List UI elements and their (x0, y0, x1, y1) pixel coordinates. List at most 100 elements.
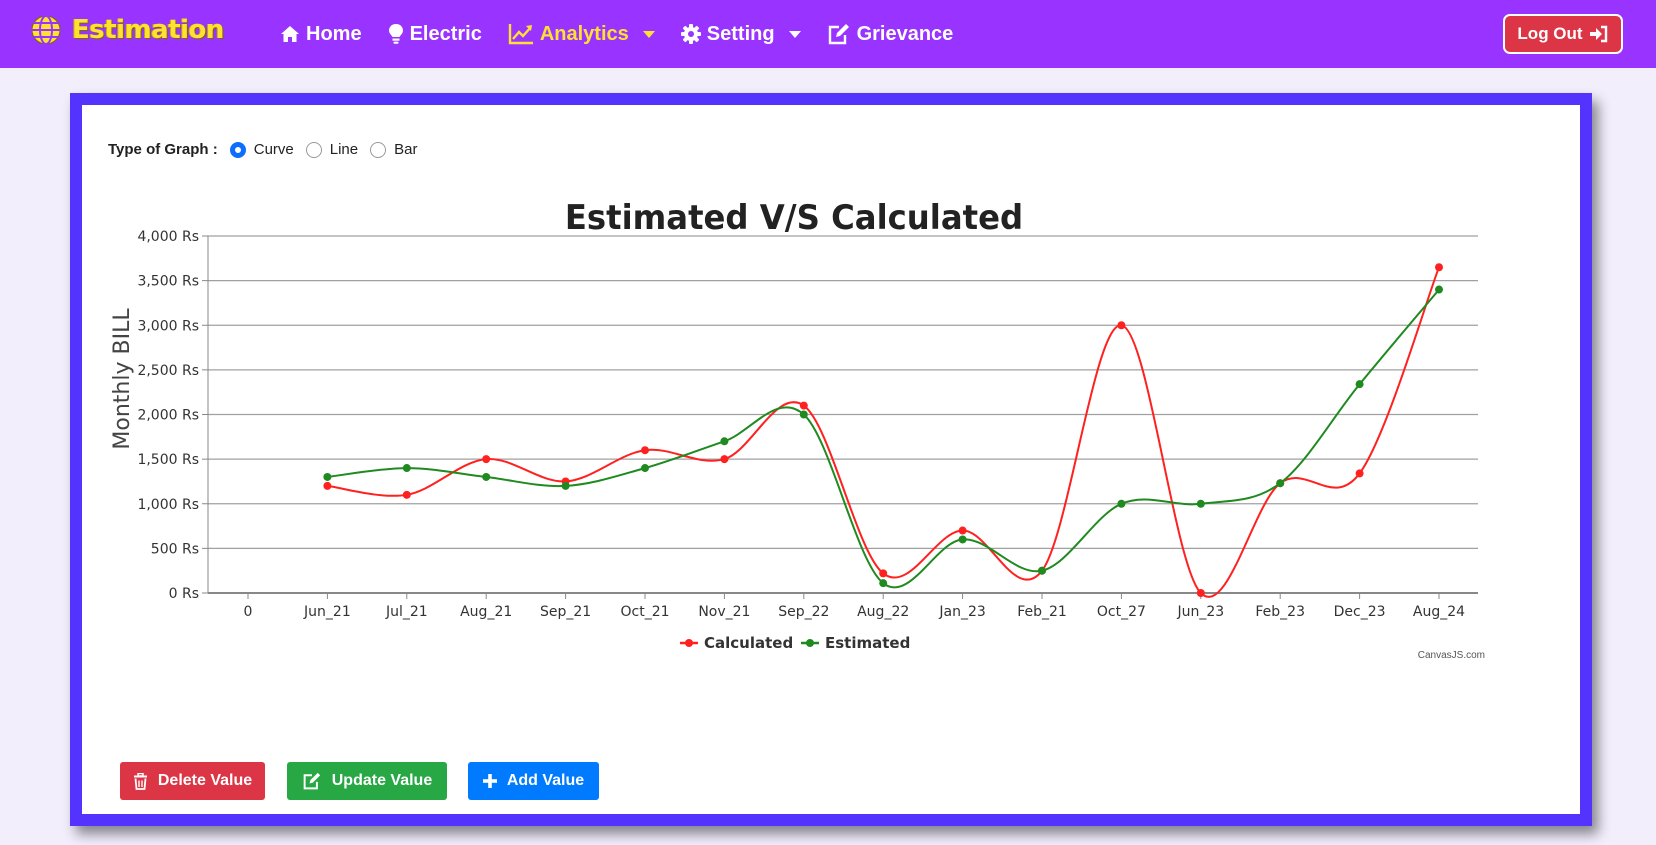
nav-analytics-label: Analytics (539, 22, 629, 45)
estimated-data-point[interactable] (720, 437, 729, 446)
grid-lines (208, 235, 1478, 549)
y-axis-title: Monthly BILL (110, 308, 135, 450)
estimated-data-point[interactable] (323, 472, 332, 481)
x-tick-label: Jun_23 (1176, 604, 1224, 620)
nav-setting[interactable]: Setting (680, 22, 801, 46)
estimated-legend-label[interactable]: Estimated (825, 634, 910, 652)
estimated-data-point[interactable] (1435, 285, 1443, 294)
x-tick-label: Oct_27 (1097, 604, 1146, 620)
x-tick-labels: 0 Jun_21 Jul_21 Aug_21 Sep_21 Oct_21 Nov_21 Sep… (244, 593, 1465, 620)
estimated-data-point[interactable] (799, 410, 808, 419)
estimated-data-point[interactable] (641, 464, 649, 473)
x-tick-label: Jan_23 (938, 604, 985, 620)
nav-analytics[interactable]: Analytics (508, 23, 655, 46)
gear-icon (680, 24, 701, 44)
graph-type-selector: Type of Graph : Curve Line Bar (108, 141, 429, 158)
calculated-data-point[interactable] (720, 455, 729, 464)
globe-icon (31, 15, 61, 45)
calculated-data-point[interactable] (482, 455, 491, 464)
chevron-down-icon (788, 30, 801, 38)
edit-icon (828, 24, 849, 45)
estimated-data-point[interactable] (1196, 499, 1205, 508)
radio-bar[interactable]: Bar (370, 141, 417, 158)
delete-value-label: Delete Value (157, 772, 253, 789)
x-tick-label: Aug_22 (857, 604, 909, 620)
calculated-data-point[interactable] (799, 401, 808, 410)
calculated-data-point[interactable] (323, 481, 332, 490)
add-value-label: Add Value (506, 772, 585, 789)
x-tick-label: Dec_23 (1334, 604, 1386, 620)
chart-credit[interactable]: CanvasJS.com (1418, 650, 1485, 661)
estimated-data-point[interactable] (1276, 479, 1285, 488)
calculated-data-point[interactable] (879, 569, 888, 578)
chart-card: Type of Graph : Curve Line Bar Estimated… (82, 105, 1580, 814)
calculated-series-line (327, 266, 1440, 598)
brand[interactable]: Estimation (30, 14, 224, 46)
logout-button[interactable]: Log Out (1503, 14, 1623, 54)
add-value-button[interactable]: Add Value (468, 762, 599, 800)
calculated-data-point[interactable] (641, 446, 649, 455)
update-value-button[interactable]: Update Value (287, 762, 447, 800)
radio-bar-label: Bar (394, 141, 418, 158)
x-tick-label: Oct_21 (620, 604, 669, 620)
calculated-data-point[interactable] (1435, 263, 1443, 272)
calculated-data-point[interactable] (1117, 321, 1126, 330)
delete-value-button[interactable]: Delete Value (120, 762, 265, 800)
x-tick-label: Sep_21 (540, 604, 591, 620)
radio-curve[interactable]: Curve (229, 141, 294, 158)
x-tick-label: Aug_21 (460, 604, 512, 620)
radio-curve-circle[interactable] (229, 141, 246, 158)
chart-panel: Type of Graph : Curve Line Bar Estimated… (70, 93, 1592, 826)
nav-electric[interactable]: Electric (388, 23, 482, 46)
calculated-legend-marker[interactable] (685, 639, 693, 647)
edit-icon (303, 772, 320, 790)
calculated-data-point[interactable] (402, 490, 411, 499)
graph-type-label: Type of Graph : (108, 141, 218, 158)
estimated-data-point[interactable] (1038, 566, 1046, 575)
y-tick-label: 0 Rs (169, 586, 199, 602)
calculated-data-point[interactable] (1355, 469, 1364, 478)
nav-home[interactable]: Home (280, 23, 362, 46)
nav-electric-label: Electric (409, 22, 482, 45)
x-tick-label: Sep_22 (778, 604, 829, 620)
estimated-data-point[interactable] (879, 579, 888, 588)
calculated-data-point[interactable] (1196, 589, 1205, 597)
radio-line-circle[interactable] (305, 141, 322, 158)
chart-series (323, 263, 1443, 598)
nav-home-label: Home (306, 22, 362, 45)
nav-grievance[interactable]: Grievance (827, 23, 953, 46)
chart-line-icon (508, 24, 533, 45)
y-tick-label: 4,000 Rs (137, 229, 199, 245)
sign-in-icon (1589, 25, 1607, 43)
x-tick-label: Jun_21 (303, 604, 351, 620)
radio-line[interactable]: Line (305, 141, 358, 158)
update-value-label: Update Value (331, 772, 433, 789)
estimated-data-point[interactable] (1355, 380, 1364, 389)
calculated-data-point[interactable] (958, 526, 967, 535)
y-tick-label: 3,000 Rs (137, 318, 199, 334)
nav-setting-label: Setting (706, 22, 775, 45)
estimated-data-point[interactable] (561, 481, 570, 490)
chevron-down-icon (642, 30, 655, 38)
lightbulb-icon (388, 24, 403, 44)
y-tick-label: 3,500 Rs (137, 274, 199, 290)
chart-legend[interactable]: Calculated Estimated (680, 634, 910, 652)
x-tick-label: Nov_21 (698, 604, 750, 620)
radio-curve-label: Curve (253, 141, 294, 158)
y-tick-labels: 0 Rs 500 Rs 1,000 Rs 1,500 Rs 2,000 Rs 2,500 … (137, 229, 208, 602)
y-tick-label: 2,000 Rs (137, 408, 199, 424)
x-tick-label: 0 (244, 604, 253, 620)
estimated-legend-marker[interactable] (806, 639, 814, 647)
y-tick-label: 1,500 Rs (137, 452, 199, 468)
estimated-data-point[interactable] (1117, 499, 1126, 508)
radio-bar-circle[interactable] (370, 141, 387, 158)
line-chart: Estimated V/S Calculated Monthly BILL 0 … (110, 197, 1485, 661)
logout-label: Log Out (1517, 24, 1583, 43)
estimated-data-point[interactable] (958, 535, 967, 544)
calculated-legend-label[interactable]: Calculated (704, 634, 793, 652)
estimated-data-point[interactable] (482, 472, 491, 481)
home-icon (281, 26, 299, 42)
estimated-data-point[interactable] (402, 464, 411, 473)
chart-title: Estimated V/S Calculated (565, 197, 1023, 237)
brand-name: Estimation (72, 15, 224, 45)
